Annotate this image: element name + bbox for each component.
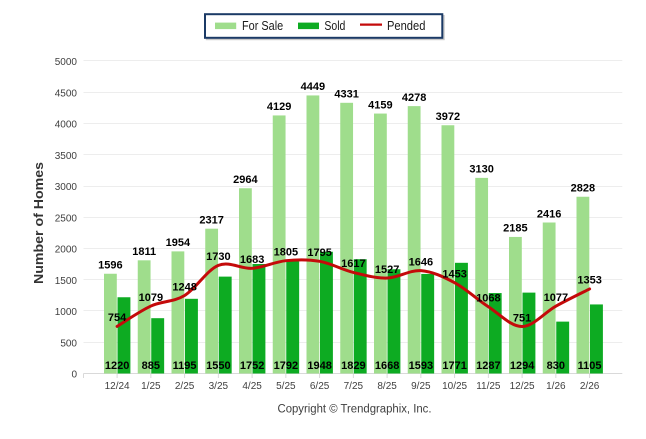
- svg-text:2185: 2185: [503, 223, 527, 235]
- svg-text:2000: 2000: [55, 245, 78, 256]
- svg-text:Copyright © Trendgraphix, Inc.: Copyright © Trendgraphix, Inc.: [278, 404, 432, 416]
- svg-text:1617: 1617: [341, 258, 365, 270]
- svg-text:1000: 1000: [55, 307, 78, 318]
- svg-text:7/25: 7/25: [344, 381, 364, 392]
- svg-text:5/25: 5/25: [276, 381, 296, 392]
- svg-text:11/25: 11/25: [476, 381, 501, 392]
- svg-text:1/25: 1/25: [141, 381, 161, 392]
- svg-text:0: 0: [71, 370, 77, 381]
- svg-text:4500: 4500: [55, 88, 78, 99]
- svg-text:1811: 1811: [132, 246, 156, 258]
- svg-text:3972: 3972: [436, 111, 460, 123]
- svg-text:12/25: 12/25: [510, 381, 535, 392]
- svg-text:1596: 1596: [98, 260, 122, 272]
- svg-text:8/25: 8/25: [377, 381, 397, 392]
- svg-text:9/25: 9/25: [411, 381, 431, 392]
- svg-text:4000: 4000: [55, 120, 78, 131]
- svg-text:3500: 3500: [55, 151, 78, 162]
- svg-text:2416: 2416: [537, 208, 561, 220]
- svg-text:2317: 2317: [199, 214, 223, 226]
- svg-text:1220: 1220: [105, 360, 129, 372]
- svg-text:4129: 4129: [267, 101, 291, 113]
- svg-text:Sold: Sold: [324, 18, 345, 33]
- svg-text:830: 830: [547, 360, 565, 372]
- svg-text:2500: 2500: [55, 213, 78, 224]
- svg-text:1079: 1079: [139, 292, 163, 304]
- svg-text:2/25: 2/25: [175, 381, 195, 392]
- svg-text:1/26: 1/26: [546, 381, 566, 392]
- svg-text:2964: 2964: [233, 174, 258, 186]
- svg-text:1668: 1668: [375, 360, 399, 372]
- svg-text:12/24: 12/24: [105, 381, 130, 392]
- svg-text:1500: 1500: [55, 276, 78, 287]
- svg-text:2/26: 2/26: [580, 381, 600, 392]
- svg-text:1829: 1829: [341, 360, 365, 372]
- svg-text:500: 500: [60, 338, 77, 349]
- svg-text:1248: 1248: [172, 281, 196, 293]
- svg-text:3130: 3130: [469, 164, 493, 176]
- svg-text:1195: 1195: [173, 360, 197, 372]
- svg-text:5000: 5000: [55, 57, 78, 68]
- svg-text:4331: 4331: [334, 89, 358, 101]
- svg-text:1593: 1593: [409, 360, 433, 372]
- svg-text:1771: 1771: [442, 360, 466, 372]
- svg-text:1795: 1795: [307, 247, 331, 259]
- svg-text:1068: 1068: [476, 293, 500, 305]
- svg-text:1287: 1287: [476, 360, 500, 372]
- svg-text:1453: 1453: [442, 268, 466, 280]
- svg-text:1683: 1683: [240, 254, 264, 266]
- svg-text:1353: 1353: [577, 275, 601, 287]
- svg-text:1805: 1805: [274, 246, 298, 258]
- svg-text:4449: 4449: [301, 81, 325, 93]
- svg-text:6/25: 6/25: [310, 381, 330, 392]
- svg-text:4278: 4278: [402, 92, 426, 104]
- svg-text:1954: 1954: [166, 237, 191, 249]
- svg-text:Number of Homes: Number of Homes: [31, 162, 46, 284]
- svg-text:For Sale: For Sale: [242, 18, 283, 33]
- svg-text:1550: 1550: [206, 360, 230, 372]
- svg-text:1752: 1752: [240, 360, 264, 372]
- svg-text:4159: 4159: [368, 99, 392, 111]
- svg-text:1792: 1792: [274, 360, 298, 372]
- svg-text:754: 754: [108, 312, 127, 324]
- svg-text:Pended: Pended: [387, 18, 425, 33]
- svg-text:2828: 2828: [571, 183, 595, 195]
- svg-text:1527: 1527: [375, 264, 399, 276]
- svg-text:3000: 3000: [55, 182, 78, 193]
- svg-text:1730: 1730: [206, 251, 230, 263]
- svg-text:885: 885: [142, 360, 160, 372]
- svg-text:1077: 1077: [544, 292, 568, 304]
- svg-text:4/25: 4/25: [242, 381, 262, 392]
- svg-text:3/25: 3/25: [209, 381, 229, 392]
- svg-text:1294: 1294: [510, 360, 535, 372]
- svg-text:1105: 1105: [578, 360, 602, 372]
- svg-text:1646: 1646: [409, 256, 433, 268]
- svg-text:1948: 1948: [307, 360, 331, 372]
- svg-text:10/25: 10/25: [442, 381, 467, 392]
- svg-text:751: 751: [513, 312, 531, 324]
